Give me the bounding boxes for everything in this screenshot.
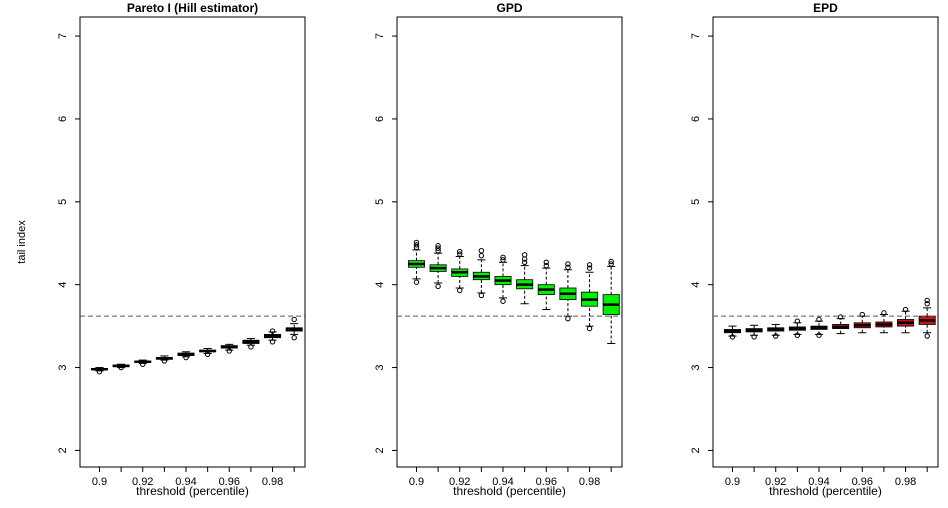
- outlier: [291, 316, 297, 323]
- outlier: [586, 325, 593, 332]
- outlier: [608, 261, 614, 267]
- outlier: [457, 287, 463, 294]
- outlier: [543, 262, 549, 269]
- x-tick-label: 0.98: [262, 476, 283, 488]
- outlier: [924, 333, 930, 339]
- x-tick-label: 0.94: [492, 476, 513, 488]
- y-tick-label: 3: [374, 364, 386, 370]
- outlier: [226, 348, 232, 354]
- outlier: [248, 344, 254, 350]
- outlier: [816, 332, 822, 338]
- y-tick-label: 2: [690, 447, 702, 453]
- outlier: [478, 292, 485, 299]
- x-tick-label: 0.94: [175, 476, 196, 488]
- x-tick-label: 0.9: [92, 476, 107, 488]
- x-tick-label: 0.92: [765, 476, 786, 488]
- outlier: [118, 364, 124, 371]
- outlier: [794, 332, 801, 338]
- outlier: [586, 265, 593, 271]
- outlier: [413, 242, 420, 248]
- y-tick-label: 3: [57, 364, 69, 370]
- outlier: [140, 361, 146, 367]
- outlier: [478, 248, 485, 254]
- x-tick-label: 0.92: [132, 476, 153, 488]
- outlier: [608, 258, 614, 265]
- outlier: [478, 252, 485, 259]
- x-tick-label: 0.98: [579, 476, 600, 488]
- y-tick-label: 2: [57, 447, 69, 453]
- outlier: [161, 358, 168, 364]
- outlier: [565, 264, 571, 270]
- outlier: [794, 318, 801, 324]
- plot-frame: [712, 16, 939, 468]
- x-tick-label: 0.9: [725, 476, 740, 488]
- outlier: [837, 314, 844, 320]
- plot-frame: [79, 16, 306, 468]
- y-tick-label: 3: [690, 364, 702, 370]
- outlier: [924, 301, 930, 307]
- outlier: [924, 297, 930, 304]
- x-axis-label: threshold (percentile): [453, 484, 566, 498]
- outlier: [435, 245, 441, 251]
- x-axis-label: threshold (percentile): [769, 484, 882, 498]
- y-tick-label: 5: [690, 199, 702, 205]
- outlier: [204, 351, 211, 357]
- outlier: [435, 243, 441, 249]
- outlier: [500, 298, 506, 304]
- outlier: [413, 279, 420, 285]
- outlier: [413, 239, 420, 246]
- outlier: [521, 259, 528, 266]
- x-tick-label: 0.94: [808, 476, 829, 488]
- outlier: [586, 262, 593, 268]
- outlier: [729, 334, 736, 340]
- outlier: [816, 316, 822, 323]
- y-tick-label: 4: [57, 282, 69, 288]
- outlier: [565, 261, 571, 267]
- y-tick-label: 6: [374, 116, 386, 122]
- y-tick-label: 7: [374, 33, 386, 39]
- x-tick-label: 0.92: [449, 476, 470, 488]
- outlier: [183, 354, 189, 361]
- outlier: [269, 328, 276, 334]
- outlier: [96, 368, 103, 375]
- outlier: [881, 310, 887, 316]
- x-tick-label: 0.9: [409, 476, 424, 488]
- outlier: [751, 334, 757, 340]
- x-axis-label: threshold (percentile): [136, 484, 249, 498]
- outlier: [435, 283, 441, 290]
- panel-title: EPD: [813, 1, 838, 15]
- x-tick-label: 0.96: [536, 476, 557, 488]
- outlier: [291, 335, 297, 341]
- outlier: [773, 333, 779, 339]
- y-tick-label: 7: [57, 33, 69, 39]
- outlier: [859, 311, 865, 318]
- y-tick-label: 7: [690, 33, 702, 39]
- y-tick-label: 2: [374, 447, 386, 453]
- outlier: [500, 257, 506, 263]
- y-axis-label: tail index: [16, 220, 28, 264]
- outlier: [435, 248, 441, 254]
- y-tick-label: 4: [374, 282, 386, 288]
- plot-frame: [396, 16, 623, 468]
- outlier: [500, 254, 506, 261]
- y-tick-label: 4: [690, 282, 702, 288]
- y-tick-label: 6: [57, 116, 69, 122]
- outlier: [457, 251, 463, 257]
- y-tick-label: 5: [57, 199, 69, 205]
- y-tick-label: 5: [374, 199, 386, 205]
- outlier: [521, 252, 528, 258]
- outlier: [457, 248, 463, 255]
- outlier: [543, 259, 549, 266]
- x-tick-label: 0.96: [219, 476, 240, 488]
- x-tick-label: 0.98: [895, 476, 916, 488]
- panel-title: Pareto I (Hill estimator): [127, 1, 258, 15]
- outlier: [565, 315, 571, 322]
- x-tick-label: 0.96: [852, 476, 873, 488]
- outlier: [902, 306, 909, 313]
- outlier: [269, 339, 276, 345]
- panel-title: GPD: [496, 1, 522, 15]
- y-tick-label: 6: [690, 116, 702, 122]
- outlier: [413, 244, 420, 251]
